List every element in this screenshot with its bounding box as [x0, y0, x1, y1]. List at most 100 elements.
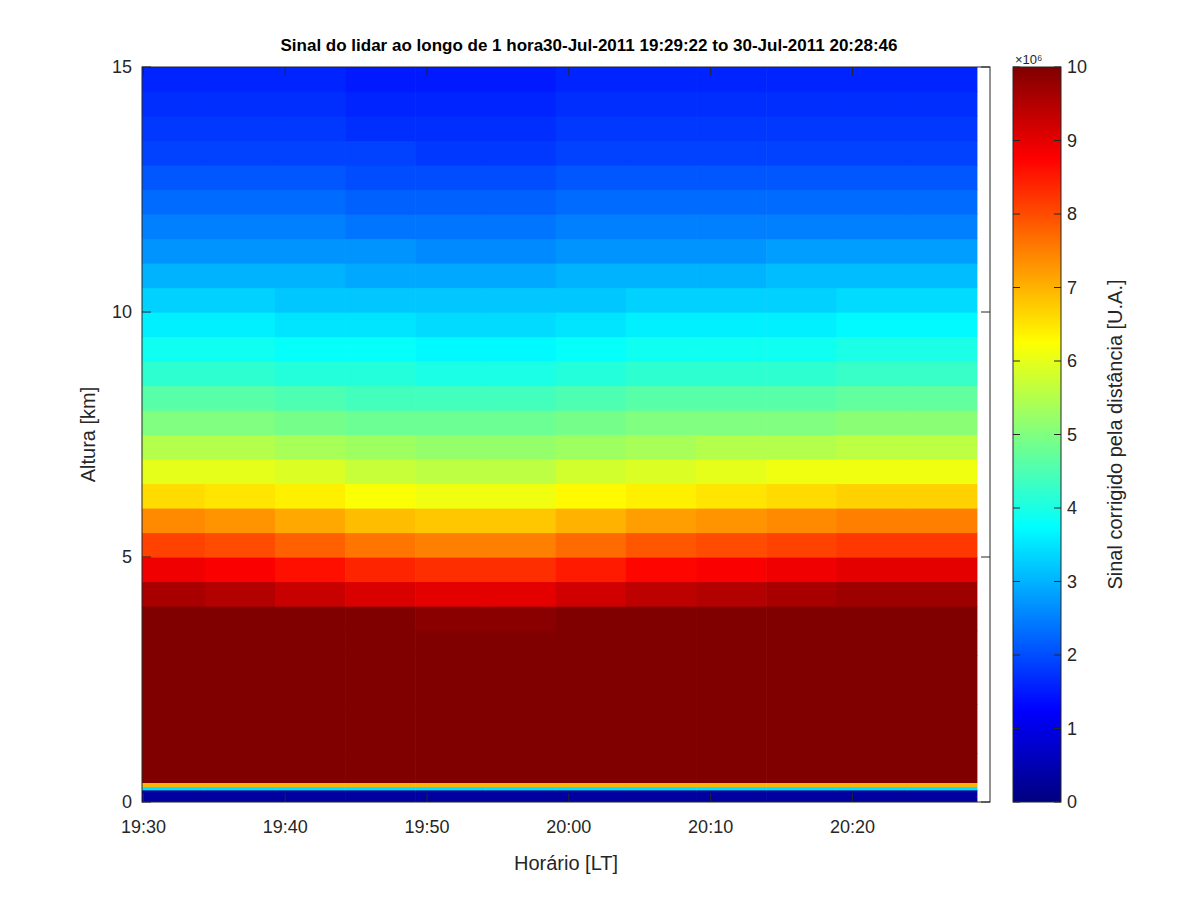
- heatmap-cell: [275, 459, 346, 484]
- heatmap-cell: [836, 786, 907, 790]
- heatmap-cell: [345, 239, 416, 264]
- heatmap-cell: [626, 116, 697, 141]
- heatmap-cell: [415, 582, 486, 607]
- heatmap-cell: [766, 141, 837, 166]
- heatmap-cell: [142, 753, 205, 783]
- heatmap-cell: [766, 67, 837, 92]
- heatmap-cell: [205, 459, 276, 484]
- heatmap-cell: [696, 214, 767, 239]
- x-tick-label: 19:40: [263, 817, 308, 837]
- heatmap-cell: [907, 484, 978, 509]
- heatmap-cell: [275, 435, 346, 460]
- heatmap-cell: [415, 165, 486, 190]
- heatmap-cell: [626, 92, 697, 117]
- heatmap-cell: [275, 92, 346, 117]
- x-tick-label: 20:00: [546, 817, 591, 837]
- colorbar-tick: [1013, 655, 1020, 656]
- heatmap-cell: [485, 165, 556, 190]
- heatmap-cell: [696, 361, 767, 386]
- heatmap-cell: [142, 786, 205, 790]
- heatmap-cell: [696, 263, 767, 288]
- colorbar-tick-label: 0: [1067, 792, 1077, 812]
- heatmap-cell: [485, 786, 556, 790]
- heatmap-cell: [626, 410, 697, 435]
- colorbar-tick-label: 5: [1067, 425, 1077, 445]
- x-tick-label: 20:10: [688, 817, 733, 837]
- heatmap-cell: [626, 288, 697, 313]
- heatmap-cell: [205, 484, 276, 509]
- x-tick: [143, 793, 144, 802]
- heatmap-cell: [696, 116, 767, 141]
- heatmap-cell: [205, 67, 276, 92]
- heatmap-cell: [275, 141, 346, 166]
- heatmap-cell: [836, 753, 907, 783]
- heatmap-cell: [626, 165, 697, 190]
- heatmap-cell: [766, 165, 837, 190]
- heatmap-cell: [415, 790, 486, 802]
- colorbar-tick-label: 2: [1067, 645, 1077, 665]
- heatmap-cell: [485, 753, 556, 783]
- colorbar-tick-label: 7: [1067, 278, 1077, 298]
- heatmap-cell: [626, 704, 697, 754]
- heatmap-cell: [345, 435, 416, 460]
- heatmap-cell: [142, 165, 205, 190]
- heatmap-cell: [907, 361, 978, 386]
- heatmap-cell: [205, 239, 276, 264]
- heatmap-cell: [142, 508, 205, 533]
- heatmap-cell: [556, 116, 627, 141]
- heatmap-cell: [907, 239, 978, 264]
- heatmap-cell: [626, 606, 697, 631]
- heatmap-cell: [766, 312, 837, 337]
- heatmap-cell: [766, 753, 837, 783]
- heatmap-cell: [275, 655, 346, 705]
- heatmap-cell: [415, 435, 486, 460]
- heatmap-cell: [205, 557, 276, 582]
- heatmap-cell: [836, 582, 907, 607]
- heatmap-cell: [907, 790, 978, 802]
- heatmap-cell: [142, 582, 205, 607]
- colorbar-tick: [1013, 214, 1020, 215]
- heatmap-cell: [485, 790, 556, 802]
- heatmap-cell: [415, 410, 486, 435]
- heatmap-cell: [415, 337, 486, 362]
- y-tick-label: 10: [112, 302, 132, 322]
- heatmap-cell: [836, 655, 907, 705]
- heatmap-cell: [696, 386, 767, 411]
- heatmap-cell: [142, 606, 205, 631]
- heatmap-cell: [345, 92, 416, 117]
- heatmap-cell: [907, 508, 978, 533]
- heatmap-cell: [142, 92, 205, 117]
- heatmap-cell: [275, 263, 346, 288]
- heatmap-cell: [275, 704, 346, 754]
- heatmap-cell: [626, 631, 697, 656]
- heatmap-cell: [626, 459, 697, 484]
- heatmap-cell: [696, 337, 767, 362]
- heatmap-cell: [836, 67, 907, 92]
- x-tick: [710, 67, 711, 76]
- heatmap-cell: [626, 361, 697, 386]
- heatmap-cell: [142, 337, 205, 362]
- heatmap-cell: [626, 337, 697, 362]
- heatmap-cell: [142, 410, 205, 435]
- title: Sinal do lidar ao longo de 1 hora30-Jul-…: [281, 36, 898, 55]
- heatmap-cell: [766, 361, 837, 386]
- heatmap-cell: [415, 263, 486, 288]
- heatmap-cell: [205, 312, 276, 337]
- colorbar-tick: [1013, 508, 1020, 509]
- heatmap-cell: [142, 361, 205, 386]
- colorbar-label: Sinal corrigido pela distância [U.A.]: [1104, 279, 1126, 589]
- heatmap-cell: [275, 631, 346, 656]
- colorbar: [1013, 67, 1061, 802]
- x-tick: [852, 793, 853, 802]
- heatmap-cell: [766, 410, 837, 435]
- heatmap-cell: [415, 782, 486, 787]
- heatmap-cell: [345, 337, 416, 362]
- heatmap-cell: [626, 141, 697, 166]
- colorbar-tick: [1013, 140, 1020, 141]
- heatmap-cell: [696, 459, 767, 484]
- colorbar-tick: [1013, 287, 1020, 288]
- x-tick: [568, 793, 569, 802]
- heatmap-cell: [205, 533, 276, 558]
- heatmap-cell: [485, 533, 556, 558]
- x-tick: [710, 793, 711, 802]
